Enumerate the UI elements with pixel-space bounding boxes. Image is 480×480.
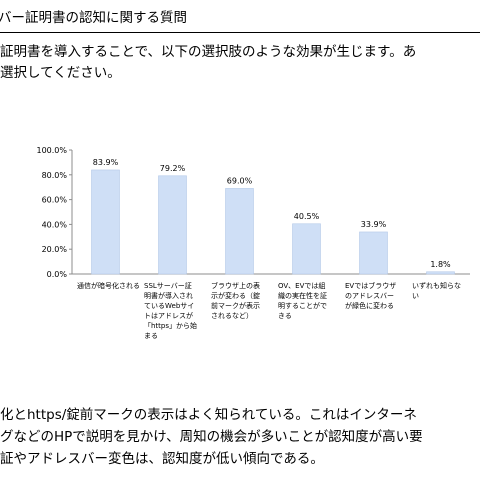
bar bbox=[91, 169, 120, 275]
category-label: のアドレスバー bbox=[345, 292, 394, 300]
bar-value-label: 79.2% bbox=[160, 164, 186, 173]
bar bbox=[426, 271, 455, 275]
category-label: い bbox=[412, 292, 419, 300]
category-label: 示が変わる（錠 bbox=[211, 291, 260, 300]
survey-bar-chart: 0.0% 20.0% 40.0% 60.0% 80.0% 100.0% 83.9% 通信が暗号… bbox=[0, 138, 480, 353]
category-label: 明することがで bbox=[278, 301, 327, 310]
category-label: きる bbox=[278, 312, 292, 320]
question-line-1: 証明書を導入することで、以下の選択肢のような効果が生じます。あ bbox=[0, 44, 417, 60]
category-label: SSLサーバー証 bbox=[144, 281, 192, 290]
category-label: されるなど） bbox=[211, 312, 253, 320]
category-label: 前マークが表示 bbox=[211, 301, 260, 310]
bar bbox=[225, 188, 254, 275]
category-label: 通信が暗号化される bbox=[77, 281, 140, 290]
y-tick-label: 20.0% bbox=[42, 245, 68, 254]
category-label: が緑色に変わる bbox=[345, 301, 394, 310]
category-label: トはアドレスが bbox=[144, 311, 193, 320]
bar-value-label: 83.9% bbox=[93, 158, 119, 167]
bar-value-label: 69.0% bbox=[227, 176, 253, 185]
conclusion-line-3: 証やアドレスバー変色は、認知度が低い傾向である。 bbox=[0, 451, 324, 467]
y-tick-label: 100.0% bbox=[36, 146, 67, 155]
category-label: いずれも知らな bbox=[412, 281, 461, 290]
category-label: 明書が導入され bbox=[144, 291, 193, 300]
bar bbox=[292, 223, 321, 275]
conclusion-line-1: 化とhttps/錠前マークの表示はよく知られている。これはインターネ bbox=[0, 407, 417, 423]
conclusion-text: 化とhttps/錠前マークの表示はよく知られている。これはインターネ グなどのH… bbox=[0, 404, 423, 470]
category-label: 織の実在性を証 bbox=[278, 291, 327, 300]
question-line-2: 選択してください。 bbox=[0, 65, 121, 81]
header: バー証明書の認知に関する質問 bbox=[0, 0, 480, 34]
bar-value-label: 1.8% bbox=[430, 260, 451, 269]
y-tick-label: 40.0% bbox=[42, 220, 68, 229]
chart-svg: 0.0% 20.0% 40.0% 60.0% 80.0% 100.0% 83.9% 通信が暗号… bbox=[36, 146, 470, 340]
category-label: ブラウザ上の表 bbox=[211, 281, 260, 290]
category-label: まる bbox=[144, 332, 158, 340]
y-tick-label: 80.0% bbox=[42, 171, 68, 180]
y-tick-label: 0.0% bbox=[47, 270, 68, 279]
category-label: ているWebサイ bbox=[144, 302, 194, 310]
y-tick-label: 60.0% bbox=[42, 196, 68, 205]
page-title: バー証明書の認知に関する質問 bbox=[0, 10, 187, 26]
conclusion-line-2: グなどのHPで説明を見かけ、周知の機会が多いことが認知度が高い要 bbox=[0, 429, 423, 445]
category-label: EVではブラウザ bbox=[345, 281, 396, 290]
bar bbox=[359, 231, 388, 275]
header-divider bbox=[0, 32, 480, 33]
bar-value-label: 40.5% bbox=[294, 212, 320, 221]
bar-value-label: 33.9% bbox=[361, 220, 387, 229]
category-label: 「https」から始 bbox=[144, 321, 197, 330]
bar bbox=[158, 175, 187, 275]
question-text: 証明書を導入することで、以下の選択肢のような効果が生じます。あ 選択してください… bbox=[0, 42, 416, 84]
category-label: OV、EVでは組 bbox=[278, 281, 325, 290]
